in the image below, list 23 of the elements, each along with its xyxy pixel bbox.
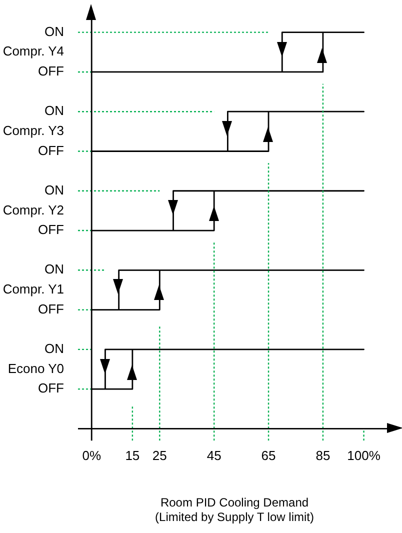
x-tick-label: 15 <box>125 448 140 463</box>
text: ON <box>44 262 64 277</box>
text: OFF <box>38 222 64 238</box>
text: Compr. Y3 <box>2 123 64 138</box>
text: Compr. Y4 <box>2 44 64 59</box>
x-axis-title: Room PID Cooling Demand (Limited by Supply T low limit) <box>155 496 314 524</box>
text: OFF <box>38 142 64 158</box>
x-tick-label: 45 <box>206 448 222 463</box>
text: ON <box>44 24 64 39</box>
x-tick-label: 85 <box>316 448 330 463</box>
x-tick-label: 0% <box>82 448 102 463</box>
text: OFF <box>38 64 64 79</box>
text: ON <box>44 103 64 118</box>
text: OFF <box>38 301 64 316</box>
text: ON <box>44 341 64 356</box>
x-tick-label: 25 <box>152 448 167 463</box>
text: Compr. Y2 <box>2 202 64 218</box>
x-tick-label: 100% <box>347 448 381 463</box>
text: ON <box>44 182 64 198</box>
text: Compr. Y1 <box>2 282 64 297</box>
x-tick-label: 65 <box>261 448 276 463</box>
text: Econo Y0 <box>8 360 64 376</box>
text: OFF <box>38 380 64 396</box>
